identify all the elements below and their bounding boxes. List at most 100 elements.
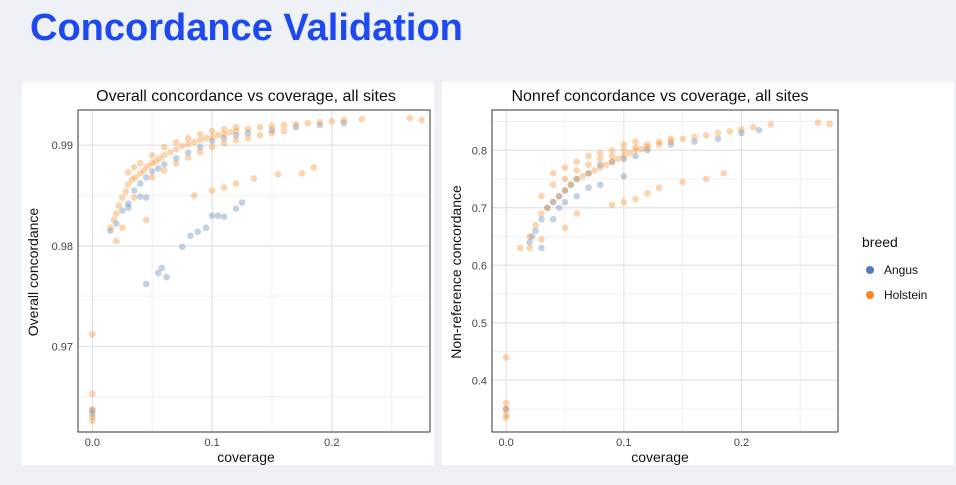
- data-point-holstein: [144, 163, 151, 170]
- data-point-holstein: [190, 192, 198, 199]
- data-point-angus: [755, 126, 763, 134]
- data-point-angus: [549, 215, 557, 223]
- data-point-holstein: [596, 149, 604, 157]
- data-point-angus: [585, 169, 592, 177]
- data-point-angus: [549, 198, 557, 206]
- data-point-holstein: [573, 158, 581, 166]
- data-point-holstein: [826, 120, 834, 128]
- data-point-holstein: [124, 169, 132, 176]
- data-point-holstein: [502, 405, 510, 413]
- data-point-holstein: [196, 130, 204, 138]
- x-axis-label: coverage: [217, 449, 275, 465]
- data-point-holstein: [268, 122, 276, 130]
- data-point-holstein: [196, 136, 204, 144]
- data-point-angus: [608, 158, 616, 166]
- y-tick-label: 0.5: [472, 318, 487, 330]
- data-point-holstein: [130, 194, 138, 201]
- data-point-holstein: [113, 237, 120, 245]
- data-point-angus: [555, 204, 563, 212]
- data-point-angus: [714, 135, 722, 143]
- data-point-holstein: [620, 141, 628, 148]
- data-point-angus: [124, 200, 132, 207]
- y-axis-label: Non-reference concordance: [448, 185, 464, 359]
- data-point-holstein: [573, 210, 581, 217]
- data-point-holstein: [280, 121, 288, 129]
- data-point-angus: [113, 220, 120, 228]
- data-point-holstein: [620, 146, 628, 154]
- data-point-holstein: [132, 174, 139, 181]
- data-point-holstein: [214, 131, 222, 139]
- data-point-holstein: [567, 181, 575, 189]
- chart-panel-nonref: Nonref concordance vs coverage, all site…: [442, 82, 954, 465]
- data-point-holstein: [298, 170, 306, 177]
- x-tick-label: 0.2: [734, 437, 749, 449]
- data-point-angus: [178, 243, 186, 251]
- data-point-angus: [238, 199, 246, 206]
- data-point-holstein: [667, 135, 675, 143]
- data-point-holstein: [89, 413, 96, 421]
- data-point-holstein: [620, 198, 628, 206]
- legend: breed Angus Holstein: [862, 234, 927, 302]
- data-point-angus: [89, 406, 96, 414]
- data-point-holstein: [316, 118, 324, 126]
- data-point-angus: [220, 134, 228, 142]
- data-point-holstein: [561, 175, 569, 183]
- data-point-holstein: [110, 216, 118, 223]
- chart-panel-overall: Overall concordance vs coverage, all sit…: [22, 82, 434, 465]
- data-point-holstein: [596, 164, 604, 171]
- data-point-holstein: [118, 194, 126, 201]
- data-point-holstein: [579, 172, 586, 180]
- data-point-holstein: [152, 158, 160, 165]
- data-point-holstein: [148, 151, 156, 159]
- data-point-angus: [340, 119, 348, 127]
- data-point-angus: [596, 181, 604, 189]
- data-point-holstein: [561, 164, 569, 171]
- data-point-holstein: [226, 128, 234, 136]
- data-point-angus: [620, 172, 628, 180]
- data-point-holstein: [767, 121, 775, 128]
- data-point-holstein: [172, 145, 180, 153]
- data-point-holstein: [89, 331, 96, 338]
- data-point-holstein: [244, 134, 252, 142]
- data-point-holstein: [160, 151, 168, 159]
- data-point-holstein: [156, 155, 163, 162]
- x-tick-label: 0.0: [498, 437, 513, 449]
- data-point-angus: [268, 126, 276, 134]
- data-point-angus: [538, 215, 545, 223]
- legend-swatch-holstein: [866, 291, 874, 299]
- data-point-angus: [124, 204, 132, 211]
- data-point-angus: [502, 405, 510, 413]
- data-point-holstein: [184, 153, 192, 161]
- data-point-holstein: [115, 202, 123, 209]
- y-tick-labels: 0.4 0.5 0.6 0.7 0.8: [472, 145, 487, 387]
- data-point-holstein: [720, 169, 728, 177]
- data-point-holstein: [232, 123, 240, 131]
- data-point-angus: [544, 204, 551, 212]
- data-point-holstein: [644, 190, 651, 197]
- data-point-angus: [561, 187, 569, 194]
- data-point-holstein: [160, 143, 168, 151]
- legend-title: breed: [862, 234, 898, 250]
- data-point-holstein: [555, 192, 563, 200]
- data-point-holstein: [644, 144, 651, 151]
- data-point-holstein: [208, 133, 216, 141]
- plot-border: [491, 109, 839, 433]
- data-point-angus: [232, 131, 240, 139]
- data-point-angus: [142, 194, 150, 201]
- data-point-holstein: [585, 161, 592, 168]
- data-point-angus: [154, 165, 162, 172]
- data-point-holstein: [538, 192, 545, 200]
- data-point-holstein: [166, 148, 174, 156]
- data-point-holstein: [184, 134, 192, 142]
- data-point-angus: [220, 213, 228, 220]
- data-point-holstein: [538, 210, 545, 217]
- data-point-angus: [118, 207, 126, 214]
- data-point-holstein: [89, 390, 96, 398]
- data-point-holstein: [714, 129, 722, 137]
- data-point-holstein: [256, 131, 264, 139]
- data-point-holstein: [178, 142, 186, 150]
- data-point-holstein: [632, 195, 639, 203]
- data-point-holstein: [591, 167, 598, 174]
- x-tick-label: 0.2: [324, 437, 339, 449]
- data-point-angus: [184, 148, 192, 156]
